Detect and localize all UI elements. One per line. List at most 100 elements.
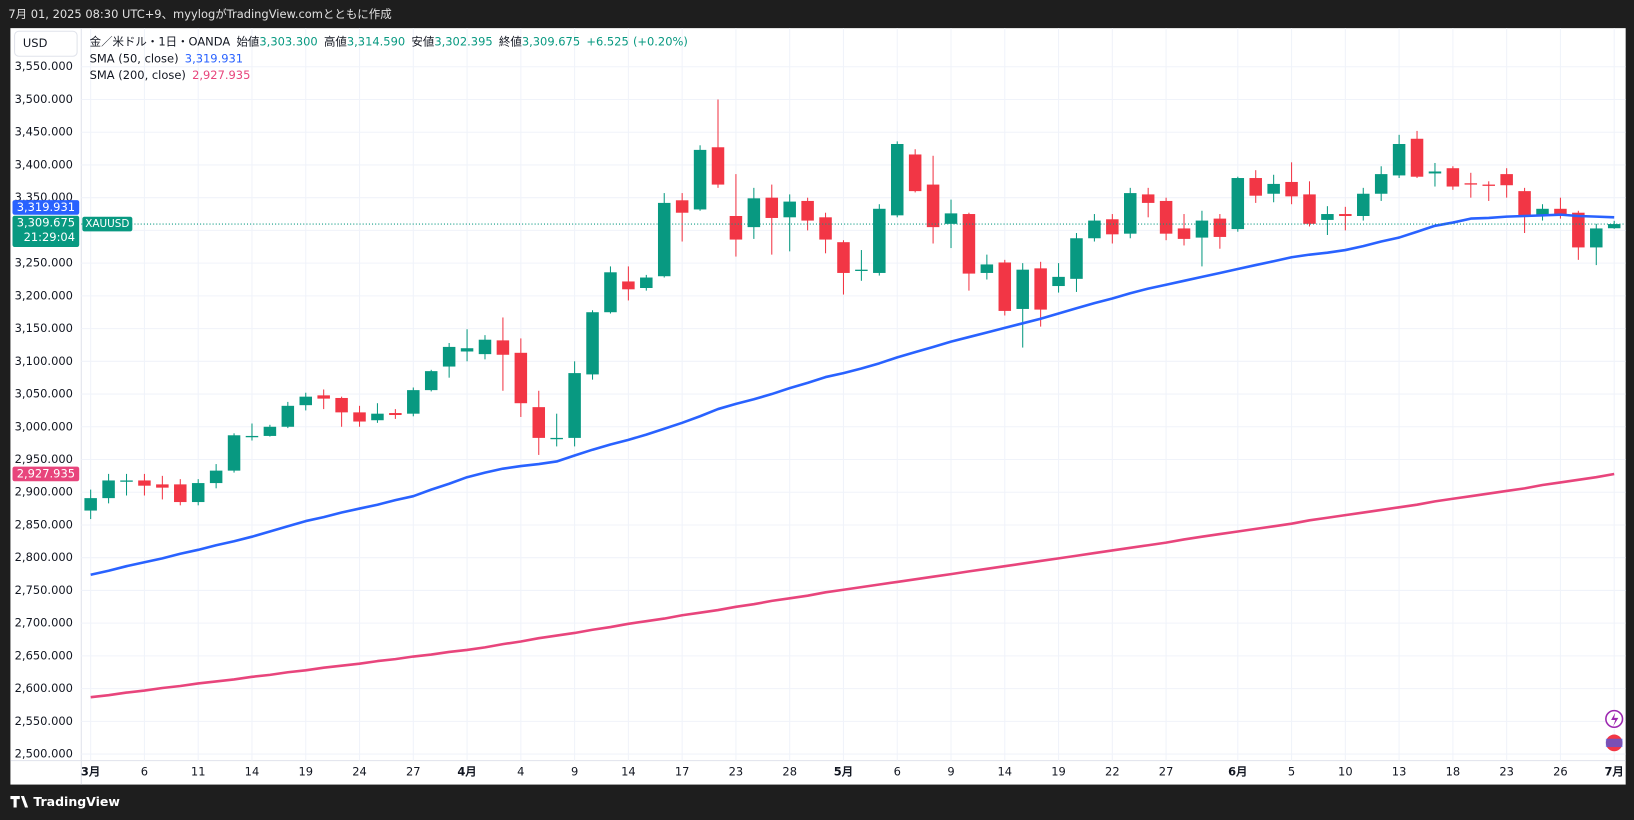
chart-area — [10, 28, 1626, 785]
y-tick-label: 3,500.000 — [15, 92, 73, 106]
candle-body — [622, 281, 635, 290]
candle-body — [496, 340, 510, 355]
x-tick-label: 18 — [1446, 765, 1461, 779]
candle-body — [1607, 224, 1621, 229]
candle-body — [1374, 174, 1388, 194]
x-tick-label: 4 — [517, 765, 524, 779]
legend-name: 高値 — [324, 34, 347, 48]
x-tick-label: 28 — [782, 765, 797, 779]
y-tick-label: 3,400.000 — [15, 157, 73, 171]
legend-sma50: SMA (50, close) 3,319.931 — [90, 51, 243, 65]
candle-body — [1410, 138, 1424, 177]
x-tick-label: 14 — [245, 765, 260, 779]
candle-body — [138, 480, 151, 486]
currency-button[interactable] — [14, 30, 78, 57]
currency: USD — [23, 36, 48, 50]
candle-body — [478, 339, 492, 355]
candle-body — [84, 498, 97, 511]
x-tick-label: 14 — [621, 765, 636, 779]
candle-body — [1572, 212, 1585, 248]
x-tick-label: 26 — [1553, 765, 1568, 779]
y-tick-label: 3,550.000 — [15, 59, 73, 73]
candle-body — [1177, 228, 1191, 239]
candle-body — [1052, 276, 1065, 287]
y-tick-label: 3,050.000 — [15, 387, 73, 401]
price-tag-label: 2,927.935 — [17, 466, 75, 480]
candle-body — [1124, 193, 1137, 234]
y-tick-label: 2,650.000 — [15, 648, 73, 662]
y-tick-label: 2,750.000 — [15, 583, 73, 597]
x-tick-label: 3月 — [81, 765, 100, 779]
candle-body — [693, 149, 707, 210]
candle-body — [317, 395, 330, 399]
legend-value: 3,302.395 — [434, 34, 492, 48]
candle-body — [1321, 214, 1334, 220]
candle-body — [1446, 168, 1460, 187]
candle-body — [1285, 181, 1298, 197]
candle-body — [424, 371, 438, 391]
candle-body — [1141, 194, 1155, 203]
candle-body — [998, 262, 1012, 311]
y-tick-label: 2,700.000 — [15, 616, 73, 630]
candle-body — [1034, 268, 1047, 310]
legend-name: 始値 — [236, 34, 259, 48]
y-tick-label: 2,500.000 — [15, 747, 73, 761]
candle-body — [729, 215, 743, 240]
legend-change-pct: (+0.20%) — [633, 34, 688, 48]
legend-change: +6.525 — [586, 34, 628, 48]
x-tick-label: 7月 — [1604, 765, 1623, 779]
candle-body — [1070, 238, 1083, 279]
candle-body — [657, 202, 671, 277]
candle-body — [1213, 218, 1227, 237]
y-tick-label: 3,250.000 — [15, 256, 73, 270]
candle-body — [1392, 143, 1406, 176]
x-tick-label: 22 — [1105, 765, 1120, 779]
y-tick-label: 3,200.000 — [15, 288, 73, 302]
candle-body — [926, 184, 940, 228]
candle-body — [837, 242, 850, 273]
candle-body — [514, 352, 528, 404]
candle-body — [227, 435, 241, 471]
price-tag — [12, 200, 80, 215]
price-tag — [12, 215, 80, 247]
y-tick-label: 3,000.000 — [15, 419, 73, 433]
legend-main: 金／米ドル・1日・OANDA 始値3,303.300 高値3,314.590 安値3,… — [90, 34, 688, 48]
y-tick-label: 3,100.000 — [15, 354, 73, 368]
legend-name: SMA (200, close) — [90, 68, 186, 82]
y-tick-label: 3,150.000 — [15, 321, 73, 335]
x-tick-label: 9 — [571, 765, 578, 779]
candle-body — [1357, 193, 1370, 216]
x-tick-label: 4月 — [457, 765, 476, 779]
bolt — [1611, 712, 1619, 727]
x-tick-label: 9 — [947, 765, 954, 779]
legend-title: 金／米ドル・1日・OANDA — [90, 34, 231, 48]
x-tick-label: 19 — [298, 765, 313, 779]
sma-line — [90, 213, 1615, 577]
candle-body — [944, 213, 958, 224]
candle-body — [1536, 208, 1549, 216]
candle-body — [191, 483, 205, 503]
candle-body — [855, 269, 868, 271]
price-tag-label: 3,309.675 — [17, 216, 75, 230]
y-tick-label: 2,800.000 — [15, 550, 73, 564]
y-tick-label: 3,450.000 — [15, 125, 73, 139]
candle-body — [908, 154, 922, 192]
legend-value: 3,319.931 — [185, 51, 243, 65]
x-tick-label: 11 — [191, 765, 206, 779]
candle-body — [156, 484, 169, 488]
candle-body — [1500, 174, 1513, 186]
candle-body — [819, 217, 832, 240]
candle-body — [1016, 269, 1029, 309]
symbol-tag — [82, 216, 133, 232]
candle-body — [102, 480, 115, 499]
x-tick-label: 27 — [1159, 765, 1174, 779]
candle-body — [460, 348, 474, 352]
candle-body — [1303, 194, 1316, 224]
overlay — [81, 213, 1626, 699]
y-tick-label: 2,550.000 — [15, 714, 73, 728]
candle-body — [281, 405, 295, 427]
candle-body — [765, 197, 779, 218]
plot — [84, 99, 1621, 520]
